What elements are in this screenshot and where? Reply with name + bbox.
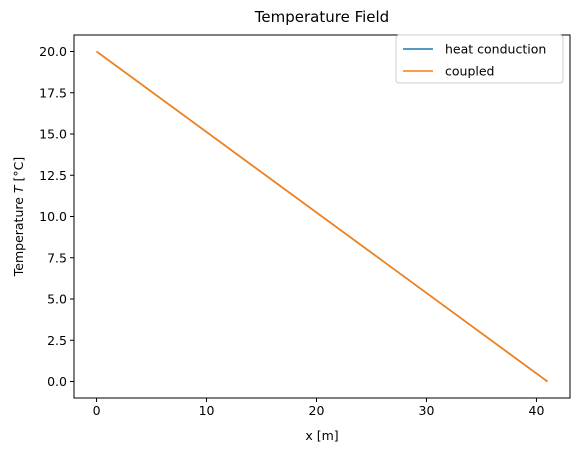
x-tick-label: 10 xyxy=(199,403,215,418)
x-tick-label: 0 xyxy=(93,403,101,418)
x-tick-label: 20 xyxy=(309,403,325,418)
series-line-2 xyxy=(96,50,548,383)
y-tick-label: 5.0 xyxy=(47,292,67,307)
legend-label: heat conduction xyxy=(445,42,546,57)
series-layer xyxy=(96,50,548,383)
y-tick-label: 2.5 xyxy=(47,333,67,348)
y-tick-label: 20.0 xyxy=(39,44,67,59)
ticks-layer: 0 10 20 30 40 0.0 2.5 5.0 7.5 10.0 12.5 15.0 17.5 20.… xyxy=(39,44,544,418)
legend-box xyxy=(395,34,564,84)
x-tick-label: 30 xyxy=(419,403,435,418)
x-axis-label: x [m] xyxy=(305,428,338,443)
y-tick-label: 0.0 xyxy=(47,374,67,389)
y-axis-label-prefix: Temperature xyxy=(11,193,26,277)
x-tick-label: 40 xyxy=(529,403,545,418)
chart-title: Temperature Field xyxy=(254,8,389,26)
legend-label: coupled xyxy=(445,64,494,79)
y-tick-label: 15.0 xyxy=(39,127,67,142)
y-axis-label-symbol: T xyxy=(11,184,26,193)
legend: heat conduction coupled xyxy=(395,34,564,84)
y-tick-label: 7.5 xyxy=(47,250,67,265)
y-tick-label: 12.5 xyxy=(39,168,67,183)
legend-items: heat conduction coupled xyxy=(403,42,546,79)
y-tick-label: 17.5 xyxy=(39,85,67,100)
y-tick-label: 10.0 xyxy=(39,209,67,224)
y-axis-label: Temperature T [°C] xyxy=(11,157,26,278)
y-axis-label-unit: [°C] xyxy=(11,157,26,186)
